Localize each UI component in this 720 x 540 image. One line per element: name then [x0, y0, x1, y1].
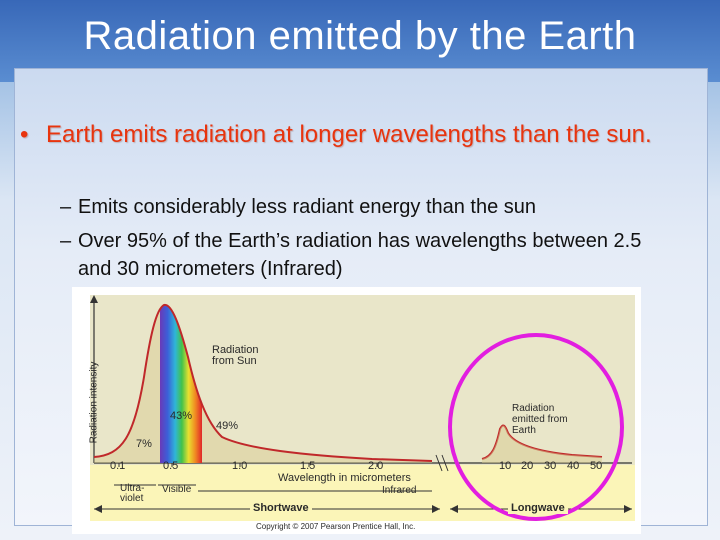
main-bullet: • Earth emits radiation at longer wavele…: [20, 120, 680, 150]
x-axis-label: Wavelength in micrometers: [278, 472, 411, 484]
x-tick-label: 50: [590, 460, 603, 472]
band-longwave-label: Longwave: [508, 503, 568, 514]
x-tick-label: 0.5: [163, 460, 179, 472]
x-tick-label: 20: [521, 460, 534, 472]
x-tick-label: 1.0: [232, 460, 248, 472]
longwave-arrow-left: [450, 505, 458, 513]
earth-highlight-circle: [448, 333, 624, 521]
x-tick-label: 40: [567, 460, 580, 472]
earth-label-text: Radiation emitted from Earth: [512, 403, 568, 436]
band-infrared-label: Infrared: [382, 485, 417, 496]
x-tick-label: 30: [544, 460, 557, 472]
x-tick-label: 2.0: [368, 460, 384, 472]
bullet-dot: •: [20, 121, 29, 148]
earth-label: Radiation emitted from Earth: [512, 403, 578, 436]
axis-break: [435, 454, 443, 472]
pct-ir-label: 49%: [216, 420, 239, 432]
sun-label-text: Radiation from Sun: [212, 344, 259, 367]
band-uv-label: Ultra-violet: [120, 483, 145, 504]
sun-curve: [93, 303, 433, 462]
x-tick-label: 10: [499, 460, 512, 472]
x-ticks: [118, 463, 598, 467]
sub-bullet-1: – Emits considerably less radiant energy…: [60, 193, 680, 221]
main-bullet-text: Earth emits radiation at longer waveleng…: [46, 121, 652, 148]
sub-bullet-text: Over 95% of the Earth’s radiation has wa…: [78, 230, 642, 280]
y-axis-arrow: [90, 295, 98, 303]
x-tick-label: 0.1: [110, 460, 126, 472]
pct-visible-label: 43%: [170, 410, 193, 422]
band-visible-label: Visible: [162, 484, 192, 495]
x-tick-label: 1.5: [300, 460, 316, 472]
dash-icon: –: [60, 196, 72, 218]
copyright-text: Copyright © 2007 Pearson Prentice Hall, …: [256, 522, 416, 531]
shortwave-arrow-left: [94, 505, 102, 513]
slide-title: Radiation emitted by the Earth: [83, 14, 637, 58]
band-shortwave-label: Shortwave: [250, 503, 312, 514]
copyright-strip: [90, 521, 635, 534]
shortwave-arrow-right: [432, 505, 440, 513]
sub-bullet-text: Emits considerably less radiant energy t…: [78, 196, 537, 218]
spectrum-diagram: [90, 295, 635, 534]
y-axis-label: Radiation intensity: [88, 361, 100, 444]
longwave-arrow-right: [624, 505, 632, 513]
pct-uv-label: 7%: [136, 438, 152, 450]
radiation-spectrum-figure: Radiation intensity Radiation from Sun R…: [72, 287, 641, 534]
earth-curve-area: [482, 425, 602, 463]
sub-bullet-2: – Over 95% of the Earth’s radiation has …: [60, 227, 680, 283]
dash-icon: –: [60, 230, 72, 252]
axis-break: [441, 454, 449, 472]
sun-label: Radiation from Sun: [212, 345, 282, 367]
